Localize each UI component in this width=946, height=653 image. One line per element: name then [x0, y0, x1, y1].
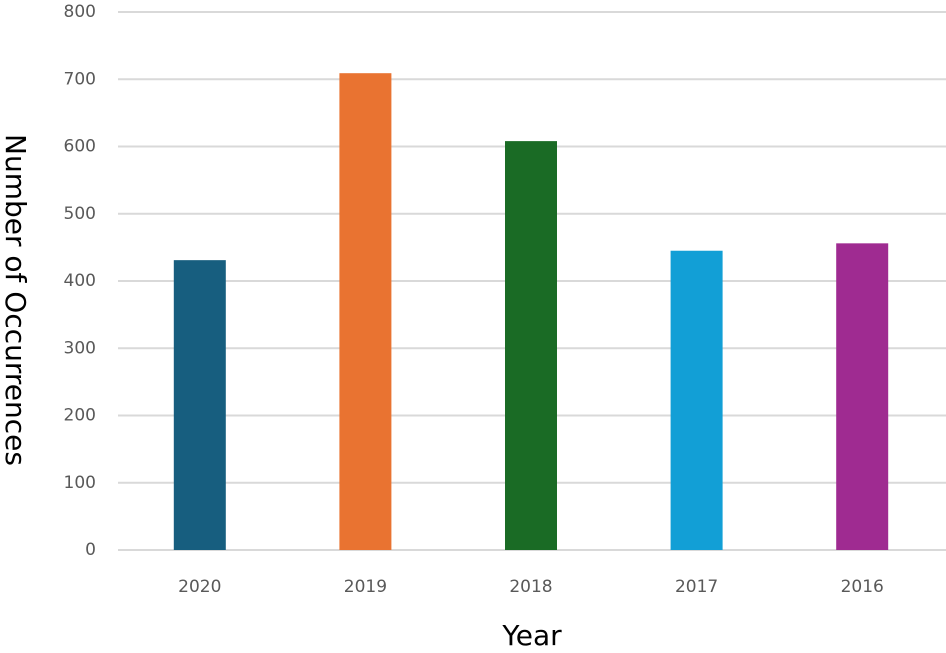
- y-tick-label: 0: [85, 540, 96, 560]
- x-axis-title: Year: [501, 619, 562, 652]
- bar: [836, 243, 889, 550]
- x-tick-label: 2020: [178, 577, 221, 597]
- y-tick-label: 100: [64, 473, 96, 493]
- y-tick-label: 300: [64, 338, 96, 358]
- x-tick-label: 2016: [841, 577, 884, 597]
- y-tick-label: 500: [64, 204, 96, 224]
- y-tick-label: 400: [64, 271, 96, 291]
- y-tick-label: 800: [64, 2, 96, 22]
- bar: [339, 73, 392, 550]
- y-tick-label: 700: [64, 69, 96, 89]
- x-tick-label: 2017: [675, 577, 718, 597]
- bar: [670, 250, 723, 551]
- x-tick-label: 2019: [344, 577, 387, 597]
- y-tick-label: 600: [64, 137, 96, 157]
- x-tick-label: 2018: [509, 577, 552, 597]
- bar: [173, 260, 226, 550]
- y-tick-label: 200: [64, 406, 96, 426]
- bar: [505, 141, 557, 550]
- y-axis-title: Number of Occurrences: [0, 134, 32, 466]
